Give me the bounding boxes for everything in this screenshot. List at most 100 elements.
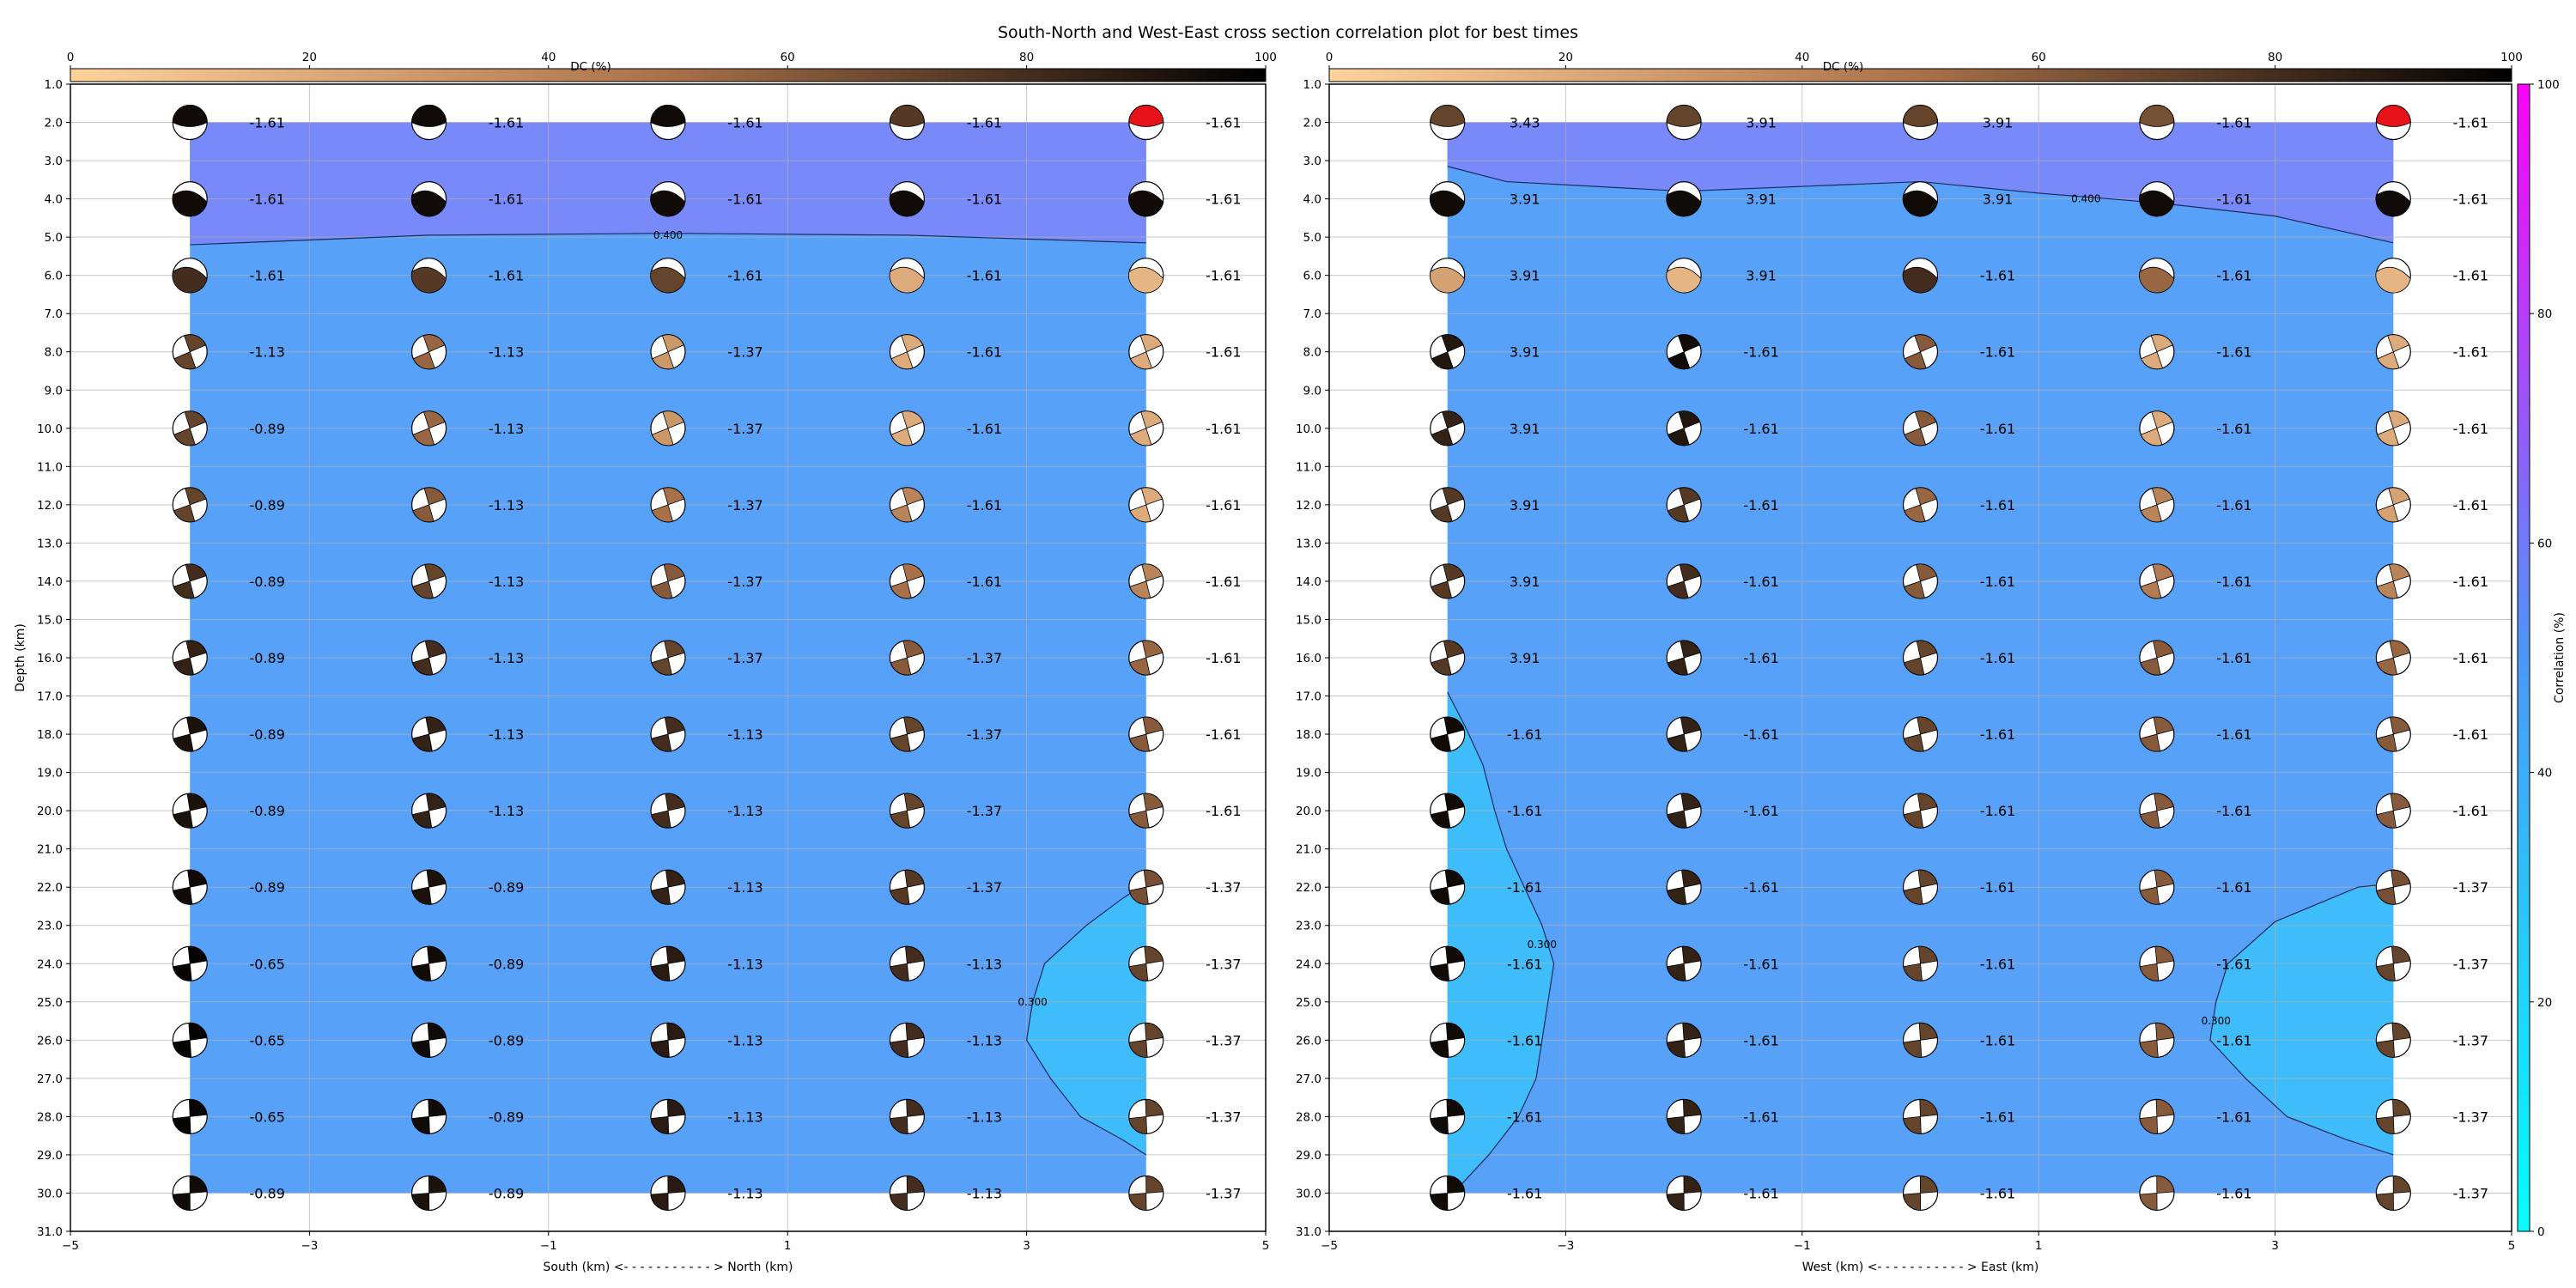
compressional-quadrant xyxy=(890,351,914,370)
y-tick-label: 12.0 xyxy=(37,499,63,513)
compressional-quadrant xyxy=(1903,1115,1922,1134)
compressional-quadrant xyxy=(2391,1022,2411,1041)
compressional-quadrant xyxy=(2139,1115,2159,1134)
beachball-value-label: 3.91 xyxy=(1746,191,1777,208)
compressional-quadrant xyxy=(662,410,685,429)
compressional-quadrant xyxy=(1917,869,1938,888)
dc-colorbar-tick-label: 20 xyxy=(1558,51,1573,64)
compressional-quadrant xyxy=(889,105,925,127)
beachball xyxy=(650,258,686,294)
compressional-quadrant xyxy=(2139,105,2175,127)
y-tick-label: 27.0 xyxy=(1296,1072,1321,1086)
beachball xyxy=(650,640,686,676)
beachball-value-label: -1.37 xyxy=(1206,1032,1241,1048)
beachball xyxy=(172,104,208,141)
beachball xyxy=(1430,1098,1466,1135)
y-tick-label: 2.0 xyxy=(1303,117,1321,131)
compressional-quadrant xyxy=(1129,428,1152,447)
y-tick-label: 26.0 xyxy=(37,1034,63,1048)
beachball-value-label: -1.61 xyxy=(2216,726,2251,743)
compressional-quadrant xyxy=(651,657,672,676)
beachball xyxy=(172,563,208,599)
y-tick-label: 13.0 xyxy=(1296,537,1321,550)
compressional-quadrant xyxy=(410,190,447,217)
beachball xyxy=(889,258,926,294)
y-tick-label: 27.0 xyxy=(37,1072,63,1086)
beachball-value-label: -1.61 xyxy=(2216,956,2251,972)
beachball-value-label: -1.61 xyxy=(1206,115,1241,131)
compressional-quadrant xyxy=(906,1099,925,1117)
compressional-quadrant xyxy=(650,963,671,981)
beachball-value-label: -1.61 xyxy=(1980,650,2015,666)
beachball-value-label: 3.43 xyxy=(1510,115,1540,131)
beachball xyxy=(1666,410,1702,447)
beachball xyxy=(2139,1175,2175,1212)
beachball xyxy=(1666,181,1702,217)
y-tick-label: 8.0 xyxy=(45,346,63,360)
beachball xyxy=(2375,410,2411,447)
beachball xyxy=(1666,258,1702,294)
y-tick-label: 15.0 xyxy=(37,613,63,627)
beachball-value-label: -1.61 xyxy=(1743,574,1778,590)
x-tick-label: −3 xyxy=(301,1239,318,1253)
compressional-quadrant xyxy=(173,657,195,676)
compressional-quadrant xyxy=(1144,945,1163,964)
beachball-value-label: -1.61 xyxy=(489,115,524,131)
compressional-quadrant xyxy=(903,793,925,811)
y-tick-label: 28.0 xyxy=(37,1110,63,1124)
compressional-quadrant xyxy=(1667,580,1689,599)
beachball-value-label: 3.91 xyxy=(1983,191,2014,208)
y-tick-label: 3.0 xyxy=(1303,155,1321,168)
dc-colorbar-tick-label: 0 xyxy=(67,51,75,64)
beachball xyxy=(650,334,686,370)
x-tick-label: −5 xyxy=(62,1239,79,1253)
beachball-value-label: -1.61 xyxy=(1507,956,1542,972)
beachball-value-label: -0.65 xyxy=(249,956,284,972)
beachball-value-label: -1.13 xyxy=(967,1032,1002,1048)
compressional-quadrant xyxy=(1668,351,1691,370)
y-tick-label: 17.0 xyxy=(37,690,63,704)
compressional-quadrant xyxy=(173,580,195,599)
compressional-quadrant xyxy=(652,351,675,370)
compressional-quadrant xyxy=(1141,563,1163,582)
beachball xyxy=(1902,1098,1939,1135)
beachball-value-label: -1.37 xyxy=(727,344,762,361)
compressional-quadrant xyxy=(1430,886,1450,905)
beachball xyxy=(411,716,447,752)
low-correlation-lobe xyxy=(2209,883,2394,1155)
compressional-quadrant xyxy=(1903,1039,1923,1058)
compressional-quadrant xyxy=(425,793,447,811)
compressional-quadrant xyxy=(2141,351,2164,370)
y-tick-label: 15.0 xyxy=(1296,613,1321,627)
compressional-quadrant xyxy=(890,733,911,752)
beachball xyxy=(2375,487,2411,523)
compressional-quadrant xyxy=(1128,810,1150,829)
compressional-quadrant xyxy=(422,334,446,353)
beachball xyxy=(2139,181,2175,217)
beachball-value-label: -1.37 xyxy=(967,879,1002,896)
beachball xyxy=(1902,563,1939,599)
compressional-quadrant xyxy=(1666,266,1702,294)
beachball xyxy=(650,945,686,981)
compressional-quadrant xyxy=(427,1022,447,1041)
beachball xyxy=(889,334,926,370)
compressional-quadrant xyxy=(2390,793,2411,811)
beachball xyxy=(2375,793,2411,829)
beachball-value-label: -1.13 xyxy=(489,344,524,361)
compressional-quadrant xyxy=(1431,504,1453,523)
beachball-value-label: -1.61 xyxy=(1980,879,2015,896)
beachball-value-label: -1.13 xyxy=(489,726,524,743)
y-tick-label: 1.0 xyxy=(1303,78,1321,92)
compressional-quadrant xyxy=(2153,716,2174,735)
beachball xyxy=(1430,1175,1466,1212)
beachball-value-label: -1.61 xyxy=(1507,1109,1542,1125)
beachball xyxy=(650,104,686,141)
beachball-value-label: -0.65 xyxy=(249,1032,284,1048)
compressional-quadrant xyxy=(650,105,686,127)
dc-colorbar-tick-label: 80 xyxy=(2268,51,2282,64)
beachball-value-label: -1.61 xyxy=(1206,574,1241,590)
compressional-quadrant xyxy=(2376,504,2399,523)
contour-label: 0.300 xyxy=(1018,996,1047,1008)
compressional-quadrant xyxy=(2139,810,2160,829)
compressional-quadrant xyxy=(185,716,208,735)
